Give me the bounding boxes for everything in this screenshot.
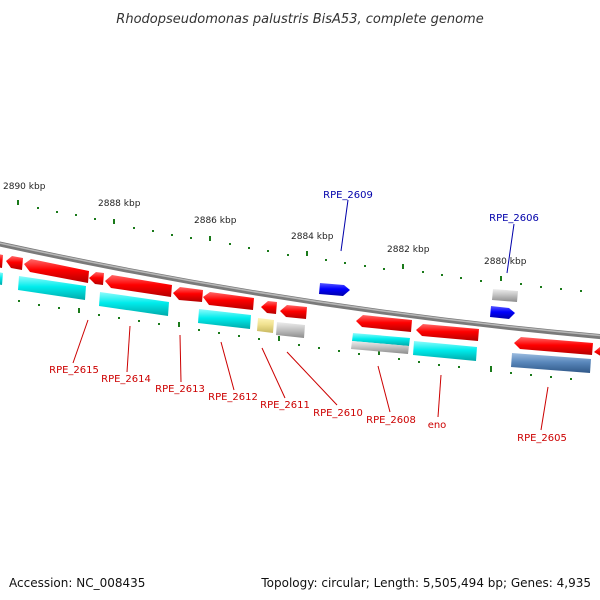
feature-cyan bbox=[18, 276, 86, 300]
feature-cyan bbox=[413, 341, 477, 361]
gene-label-rpe-2615[interactable]: RPE_2615 bbox=[49, 365, 99, 376]
gene-labels: RPE_2609 RPE_2606 RPE_2615 RPE_2614 RPE_… bbox=[49, 190, 567, 444]
gene-label-rpe-2605[interactable]: RPE_2605 bbox=[517, 433, 567, 444]
feature-gray bbox=[351, 341, 409, 354]
kbp-label: 2888 kbp bbox=[98, 199, 141, 209]
gene-red bbox=[356, 315, 412, 332]
gene-red bbox=[514, 337, 593, 355]
feature-bars bbox=[0, 272, 591, 373]
gene-red bbox=[89, 272, 104, 285]
gene-red bbox=[0, 254, 3, 268]
kbp-label: 2880 kbp bbox=[484, 257, 527, 267]
gene-red bbox=[105, 275, 172, 297]
feature-cyan bbox=[0, 272, 3, 285]
feature-yellow bbox=[257, 318, 274, 333]
outer-scale-dots bbox=[17, 200, 582, 292]
gene-label-rpe-2612[interactable]: RPE_2612 bbox=[208, 392, 258, 403]
gene-blue bbox=[319, 283, 350, 296]
gene-label-rpe-2611[interactable]: RPE_2611 bbox=[260, 400, 310, 411]
gene-red bbox=[173, 287, 203, 302]
gene-label-rpe-2614[interactable]: RPE_2614 bbox=[101, 374, 151, 385]
topology-text: Topology: circular; Length: 5,505,494 bp… bbox=[260, 576, 591, 590]
feature-cyan bbox=[99, 292, 169, 316]
inner-scale-dots bbox=[18, 300, 572, 380]
map-title: Rhodopseudomonas palustris BisA53, compl… bbox=[116, 12, 483, 27]
gene-gray bbox=[492, 289, 518, 302]
kbp-label: 2884 kbp bbox=[291, 232, 334, 242]
gene-red bbox=[416, 324, 479, 341]
gene-label-rpe-2613[interactable]: RPE_2613 bbox=[155, 384, 205, 395]
feature-cyan bbox=[198, 309, 251, 329]
gene-red bbox=[280, 305, 307, 319]
gene-label-rpe-2608[interactable]: RPE_2608 bbox=[366, 415, 416, 426]
gene-label-eno[interactable]: eno bbox=[428, 420, 447, 431]
forward-strand-genes bbox=[319, 283, 518, 319]
gene-red bbox=[6, 256, 23, 270]
kbp-labels: 2890 kbp 2888 kbp 2886 kbp 2884 kbp 2882… bbox=[3, 182, 527, 267]
reverse-strand-genes bbox=[0, 254, 600, 356]
kbp-label: 2890 kbp bbox=[3, 182, 46, 192]
kbp-label: 2882 kbp bbox=[387, 245, 430, 255]
feature-gray bbox=[276, 322, 305, 338]
feature-cyan bbox=[352, 333, 410, 346]
gene-red bbox=[203, 292, 254, 310]
gene-label-rpe-2609[interactable]: RPE_2609 bbox=[323, 190, 373, 201]
gene-red bbox=[261, 301, 277, 314]
kbp-label: 2886 kbp bbox=[194, 216, 237, 226]
gene-label-rpe-2606[interactable]: RPE_2606 bbox=[489, 213, 539, 224]
leader-lines bbox=[72, 199, 549, 431]
gene-label-rpe-2610[interactable]: RPE_2610 bbox=[313, 408, 363, 419]
gene-blue bbox=[490, 306, 515, 319]
genome-backbone bbox=[0, 241, 600, 340]
accession-text: Accession: NC_008435 bbox=[9, 576, 145, 590]
feature-steel bbox=[511, 353, 591, 373]
gene-red bbox=[594, 346, 600, 356]
gene-red bbox=[24, 259, 89, 283]
